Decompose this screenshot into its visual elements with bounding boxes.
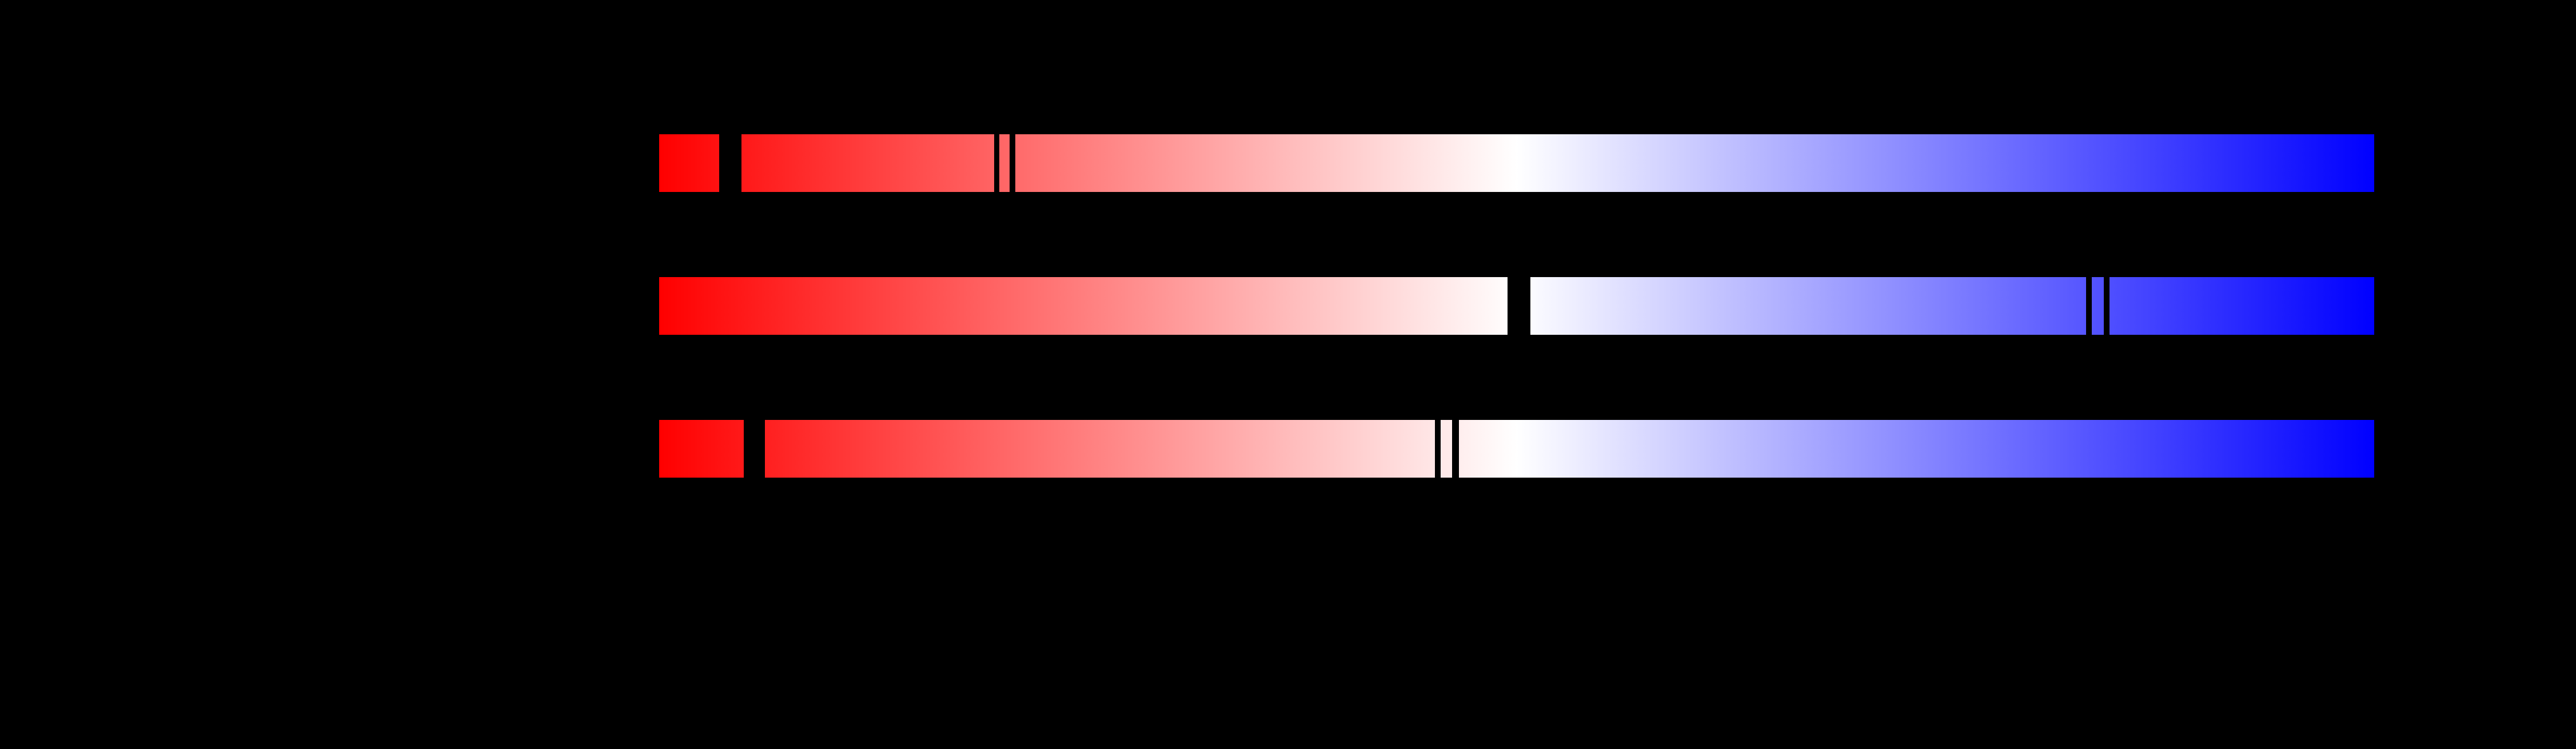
gradient-bar-row-2: [659, 277, 2374, 335]
row-2-segment-1: [659, 277, 1508, 335]
row-2-segment-4: [2110, 277, 2374, 335]
row-1-segment-4: [1015, 134, 2374, 192]
row-3-segment-1: [659, 420, 744, 478]
row-3-segment-2: [765, 420, 1435, 478]
row-1-segment-1: [659, 134, 719, 192]
gradient-bar-row-1: [659, 134, 2374, 192]
row-1-segment-2: [741, 134, 994, 192]
row-3-segment-4: [1459, 420, 2374, 478]
row-1-segment-3: [999, 134, 1010, 192]
row-3-segment-3: [1441, 420, 1452, 478]
row-2-segment-2: [1530, 277, 2086, 335]
gradient-bar-row-3: [659, 420, 2374, 478]
row-2-segment-3: [2092, 277, 2104, 335]
